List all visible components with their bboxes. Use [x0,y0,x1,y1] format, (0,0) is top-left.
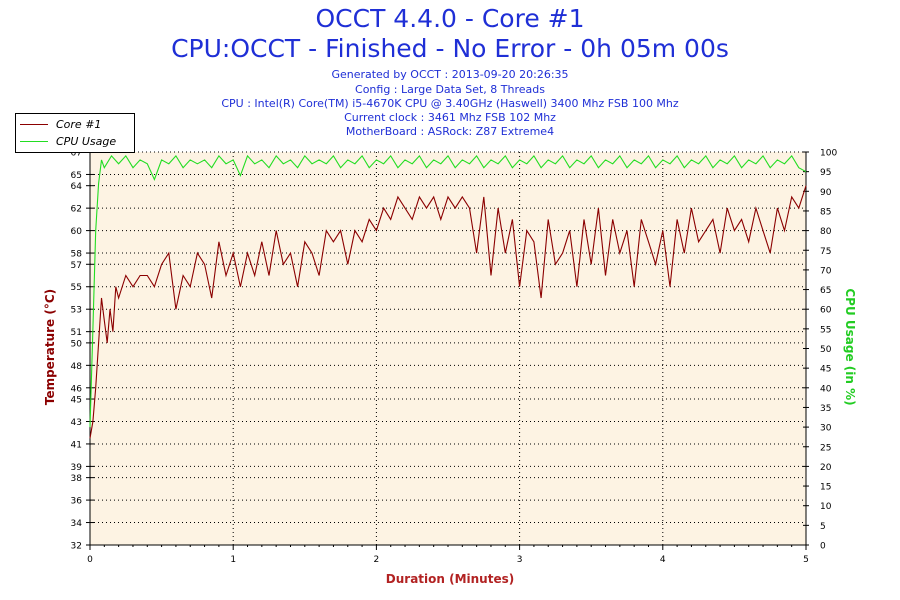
y-tick-label: 45 [71,396,82,406]
y-tick-label: 51 [71,328,82,338]
y-tick-label: 60 [71,227,83,237]
y2-axis-title: CPU Usage (in %) [843,288,857,406]
y-axis-title: Temperature (°C) [43,288,57,406]
series-line-core1 [89,185,807,439]
y2-tick-label: 90 [820,188,832,198]
y2-tick-label: 60 [820,306,832,316]
x-axis-title: Duration (Minutes) [385,572,515,586]
y2-tick-label: 55 [820,325,831,335]
y-tick-label: 62 [71,205,82,215]
legend-swatch-cpu-usage [20,140,48,142]
plot-area [90,152,806,545]
y2-tick-label: 35 [820,404,831,414]
info-clock: Current clock : 3461 Mhz FSB 102 Mhz [344,111,556,124]
y2-tick-label: 75 [820,247,831,257]
y2-tick-label: 15 [820,483,831,493]
y2-tick-label: 0 [820,542,826,552]
y-tick-label: 55 [71,283,82,293]
y2-tick-label: 80 [820,227,832,237]
legend-label-cpu-usage: CPU Usage [56,134,117,148]
y2-tick-label: 10 [820,502,832,512]
info-cpu: CPU : Intel(R) Core(TM) i5-4670K CPU @ 3… [221,97,679,110]
y-tick-label: 38 [71,474,83,484]
info-motherboard: MotherBoard : ASRock: Z87 Extreme4 [345,125,555,138]
y2-tick-label: 95 [820,168,831,178]
y-tick-label: 34 [71,519,83,529]
y-tick-label: 53 [71,306,82,316]
y2-tick-label: 5 [820,522,826,532]
y-tick-label: 46 [71,384,83,394]
y-tick-label: 32 [71,542,82,552]
series-line-cpu-usage [89,154,807,428]
y-tick-label: 43 [71,418,82,428]
y-tick-label: 39 [71,463,83,473]
chart-title: OCCT 4.4.0 - Core #1 [315,4,585,33]
y2-tick-label: 100 [820,149,837,159]
y2-tick-label: 70 [820,266,832,276]
y2-tick-label: 20 [820,463,832,473]
info-generated: Generated by OCCT : 2013-09-20 20:26:35 [331,68,569,81]
x-tick-label: 2 [374,555,380,565]
legend-item-core1: Core #1 [20,117,101,131]
x-tick-label: 1 [230,555,236,565]
y2-tick-label: 50 [820,345,832,355]
x-tick-label: 3 [517,555,523,565]
y-tick-label: 36 [71,497,83,507]
info-config: Config : Large Data Set, 8 Threads [355,83,545,96]
y-tick-label: 67 [71,149,82,159]
y2-tick-label: 30 [820,424,832,434]
y-tick-label: 50 [71,339,83,349]
y-tick-label: 65 [71,171,82,181]
y2-tick-label: 45 [820,365,831,375]
legend-item-cpu-usage: CPU Usage [20,134,116,148]
y-tick-label: 58 [71,250,83,260]
y2-tick-label: 65 [820,286,831,296]
y-tick-label: 48 [71,362,83,372]
y2-tick-label: 25 [820,443,831,453]
x-tick-label: 0 [87,555,93,565]
legend-label-core1: Core #1 [56,117,102,131]
y2-tick-label: 40 [820,384,832,394]
y-tick-label: 64 [71,182,83,192]
y-tick-label: 41 [71,440,82,450]
chart-legend: Core #1 CPU Usage [15,113,135,153]
x-tick-label: 5 [803,555,809,565]
y2-tick-label: 85 [820,207,831,217]
y-tick-label: 57 [71,261,82,271]
x-tick-label: 4 [660,555,666,565]
chart-subtitle: CPU:OCCT - Finished - No Error - 0h 05m … [171,34,729,63]
legend-swatch-core1 [20,123,48,125]
